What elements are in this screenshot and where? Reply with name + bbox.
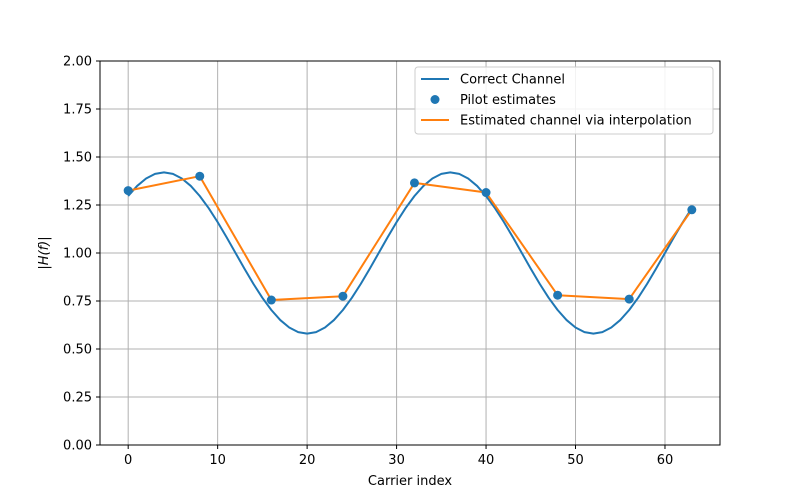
pilot-point [481, 188, 491, 198]
y-tick-label: 1.00 [63, 247, 92, 262]
legend-box [414, 66, 714, 135]
pilot-point [266, 295, 276, 305]
x-tick-label: 50 [567, 453, 584, 468]
y-tick-label: 0.75 [63, 295, 92, 310]
axis-ticks: 0 10 20 30 40 50 60 0.00 0.25 0.50 0.75 1.00 1.25 1.5… [63, 55, 673, 469]
pilot-point [123, 186, 133, 196]
x-tick-label: 10 [209, 453, 226, 468]
pilot-point [687, 205, 697, 215]
x-tick-label: 40 [478, 453, 495, 468]
y-axis-label: |H(f)| [37, 236, 52, 269]
y-tick-label: 2.00 [63, 55, 92, 70]
x-tick-label: 30 [388, 453, 405, 468]
x-tick-label: 20 [299, 453, 316, 468]
series-line-interpolation [127, 175, 693, 302]
legend-entry-label: Correct Channel [460, 73, 565, 88]
pilot-point [195, 171, 205, 181]
series-line-correct-channel [127, 171, 693, 335]
y-tick-label: 1.25 [63, 199, 92, 214]
series-scatter-pilots [123, 171, 697, 305]
legend: Correct Channel Pilot estimates Estimated … [414, 66, 714, 135]
y-tick-label: 1.75 [63, 103, 92, 118]
x-axis-label: Carrier index [368, 474, 452, 489]
y-tick-label: 0.25 [63, 391, 92, 406]
y-tick-label: 0.50 [63, 343, 92, 358]
pilot-point [553, 290, 563, 300]
pilot-point [409, 178, 419, 188]
legend-entry-label: Pilot estimates [460, 93, 556, 108]
y-tick-label: 0.00 [63, 439, 92, 454]
x-tick-label: 0 [124, 453, 132, 468]
x-tick-label: 60 [657, 453, 674, 468]
legend-marker [430, 95, 440, 104]
y-tick-label: 1.50 [63, 151, 92, 166]
plot-series [123, 171, 697, 335]
pilot-point [624, 294, 634, 304]
pilot-point [338, 291, 348, 301]
legend-entry-label: Estimated channel via interpolation [460, 114, 692, 129]
